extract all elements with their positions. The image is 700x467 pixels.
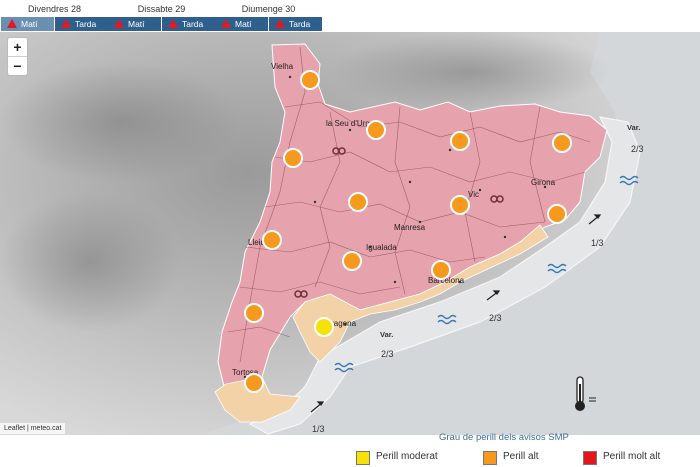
enclave-icon	[294, 147, 504, 298]
legend-label: Perill moderat	[376, 451, 438, 462]
legend: Grau de perill dels avisos SMP Perill mo…	[0, 432, 700, 467]
wave-icon	[437, 314, 457, 325]
slot-label: Matí	[21, 19, 38, 29]
hazard-marker-icon[interactable]	[450, 131, 470, 151]
slot-label: Matí	[128, 19, 145, 29]
wave-icon	[619, 175, 639, 186]
sea-state-label: 2/3	[489, 313, 502, 323]
hazard-marker-icon[interactable]	[431, 260, 451, 280]
hazard-marker-icon[interactable]	[366, 120, 386, 140]
legend-label: Perill molt alt	[603, 451, 661, 462]
legend-label: Perill alt	[503, 451, 539, 462]
warning-triangle-icon	[7, 19, 17, 28]
warning-triangle-icon	[61, 19, 71, 28]
hazard-markers	[244, 70, 572, 393]
sea-state-label: Var.	[627, 123, 640, 132]
legend-swatch	[583, 451, 597, 465]
sea-state-label: Var.	[380, 330, 393, 339]
day-diumenge: Diumenge 30 Matí Tarda	[214, 0, 323, 32]
forecast-day-bar: Divendres 28 Matí Tarda Dissabte 29 Matí…	[0, 0, 700, 32]
wind-arrow-icon	[588, 214, 602, 225]
slot-dissabte-mati[interactable]: Matí	[108, 17, 161, 31]
hazard-marker-icon[interactable]	[314, 317, 334, 337]
wave-icons	[334, 175, 639, 373]
day-dissabte: Dissabte 29 Matí Tarda	[107, 0, 216, 32]
map-attribution[interactable]: Leaflet | meteo.cat	[0, 423, 66, 434]
city-label: Tortosa	[232, 368, 259, 377]
hazard-marker-icon[interactable]	[342, 251, 362, 271]
slot-label: Tarda	[75, 19, 97, 29]
city-label: la Seu d'Urgell	[326, 119, 378, 128]
slot-label: Tarda	[289, 19, 311, 29]
sea-state-label: 2/3	[631, 144, 644, 154]
moderate-ebre-zone[interactable]	[214, 376, 301, 423]
city-label: Vic	[468, 190, 479, 199]
hazard-marker-icon[interactable]	[244, 303, 264, 323]
zoom-out-button[interactable]: −	[8, 56, 27, 75]
wind-arrow-icon	[486, 290, 501, 301]
sea-state-label: 1/3	[591, 238, 604, 248]
warning-triangle-icon	[275, 19, 285, 28]
hazard-marker-icon[interactable]	[450, 195, 470, 215]
hazard-marker-icon[interactable]	[262, 230, 282, 250]
day-label: Dissabte 29	[137, 4, 186, 14]
legend-title: Grau de perill dels avisos SMP	[439, 432, 569, 443]
wave-icon	[547, 263, 567, 274]
warning-triangle-icon	[114, 19, 124, 28]
city-label: Vielha	[271, 62, 294, 71]
slot-divendres-tarda[interactable]: Tarda	[55, 17, 108, 31]
slot-diumenge-mati[interactable]: Matí	[215, 17, 268, 31]
slot-dissabte-tarda[interactable]: Tarda	[162, 17, 215, 31]
city-label: Manresa	[394, 223, 426, 232]
relief-shading	[0, 192, 180, 332]
slot-diumenge-tarda[interactable]: Tarda	[269, 17, 322, 31]
wind-arrow-icon	[310, 401, 325, 413]
hazard-marker-icon[interactable]	[300, 70, 320, 90]
coastal-sea-zone	[248, 116, 641, 435]
city-label: Barcelona	[428, 276, 465, 285]
city-label: Tarragona	[320, 319, 357, 328]
warning-triangle-icon	[168, 19, 178, 28]
day-divendres: Divendres 28 Matí Tarda	[0, 0, 109, 32]
zoom-control: + −	[7, 37, 28, 76]
legend-swatch	[356, 451, 370, 465]
hazard-marker-icon[interactable]	[244, 373, 264, 393]
day-label: Diumenge 30	[241, 4, 296, 14]
thermometer-icon[interactable]	[575, 376, 596, 411]
hazard-marker-icon[interactable]	[547, 204, 567, 224]
sea-state-label: 1/3	[312, 424, 325, 434]
wind-arrows	[310, 214, 602, 413]
city-label: Lleida	[248, 238, 270, 247]
hazard-marker-icon[interactable]	[552, 133, 572, 153]
city-label: Igualada	[366, 243, 397, 252]
wave-icon	[334, 362, 354, 373]
slot-label: Matí	[235, 19, 252, 29]
hazard-marker-icon[interactable]	[348, 192, 368, 212]
map-canvas[interactable]: Vielha la Seu d'Urgell Vic Girona Manres…	[0, 32, 700, 435]
legend-swatch	[483, 451, 497, 465]
city-label: Girona	[531, 178, 556, 187]
sea-state-label: 2/3	[381, 349, 394, 359]
zoom-in-button[interactable]: +	[13, 39, 22, 55]
day-label: Divendres 28	[27, 4, 82, 14]
warning-triangle-icon	[221, 19, 231, 28]
slot-label: Tarda	[182, 19, 204, 29]
map-view[interactable]: Vielha la Seu d'Urgell Vic Girona Manres…	[0, 32, 700, 435]
comarca-borders	[227, 46, 591, 363]
relief-shading	[0, 62, 240, 182]
relief-shading	[330, 32, 610, 112]
slot-divendres-mati[interactable]: Matí	[1, 17, 54, 31]
hazard-marker-icon[interactable]	[283, 148, 303, 168]
